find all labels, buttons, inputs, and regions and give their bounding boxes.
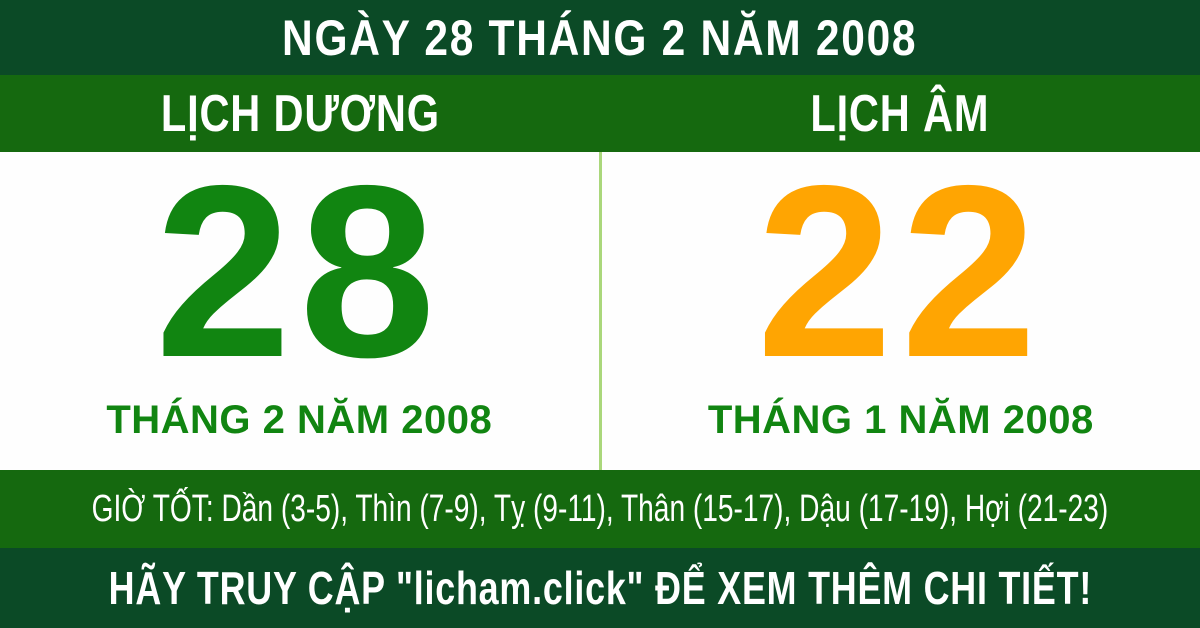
date-banner-title: NGÀY 28 THÁNG 2 NĂM 2008 (282, 9, 918, 66)
calendar-panels: 28 THÁNG 2 NĂM 2008 22 THÁNG 1 NĂM 2008 (0, 133, 1200, 470)
lunar-calendar-label: LỊCH ÂM (810, 84, 990, 143)
calendar-type-band: LỊCH DƯƠNG LỊCH ÂM (0, 75, 1200, 152)
lunar-month-year: THÁNG 1 NĂM 2008 (707, 398, 1094, 442)
date-banner: NGÀY 28 THÁNG 2 NĂM 2008 (0, 0, 1200, 75)
solar-panel: 28 THÁNG 2 NĂM 2008 (0, 133, 599, 470)
footer-cta-band: HÃY TRUY CẬP "licham.click" ĐỂ XEM THÊM … (0, 548, 1200, 628)
lunar-panel: 22 THÁNG 1 NĂM 2008 (601, 133, 1200, 470)
lunar-calendar-header: LỊCH ÂM (600, 75, 1200, 152)
lunar-day-number: 22 (756, 133, 1045, 408)
solar-calendar-header: LỊCH DƯƠNG (0, 75, 600, 152)
good-hours-text: GIỜ TỐT: Dần (3-5), Thìn (7-9), Tỵ (9-11… (91, 487, 1109, 530)
solar-month-year: THÁNG 2 NĂM 2008 (106, 398, 493, 442)
panel-divider (598, 152, 602, 470)
solar-calendar-label: LỊCH DƯƠNG (160, 84, 440, 143)
footer-cta-text: HÃY TRUY CẬP "licham.click" ĐỂ XEM THÊM … (108, 562, 1092, 614)
good-hours-band: GIỜ TỐT: Dần (3-5), Thìn (7-9), Tỵ (9-11… (0, 470, 1200, 548)
solar-day-number: 28 (154, 133, 444, 408)
